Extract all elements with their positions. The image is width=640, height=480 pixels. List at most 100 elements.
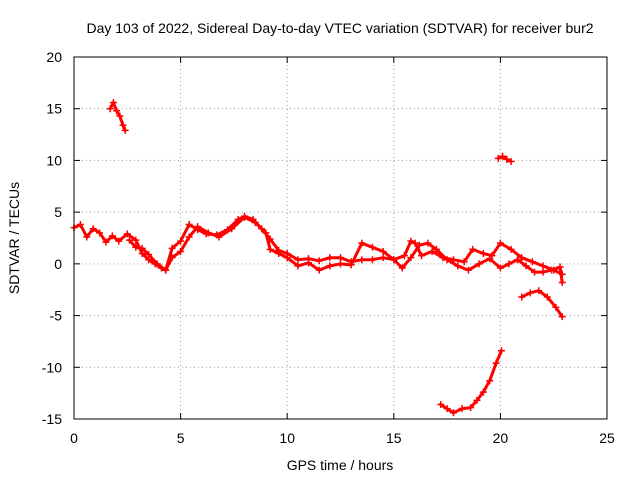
y-axis-label: SDTVAR / TECUs xyxy=(6,182,22,294)
data-point-marker xyxy=(400,252,408,260)
series-late-negative-segment xyxy=(518,287,566,321)
data-point-marker xyxy=(543,293,551,301)
data-point-marker xyxy=(168,254,176,262)
data-point-marker xyxy=(518,254,526,262)
data-point-marker xyxy=(522,262,530,270)
data-point-marker xyxy=(556,263,564,271)
data-point-marker xyxy=(486,255,494,263)
data-point-marker xyxy=(368,256,376,264)
data-point-marker xyxy=(168,244,176,252)
data-point-marker xyxy=(132,243,140,251)
data-point-marker xyxy=(113,107,121,115)
data-point-marker xyxy=(185,233,193,241)
x-tick-label: 20 xyxy=(493,430,509,446)
data-point-marker xyxy=(469,245,477,253)
data-point-marker xyxy=(464,266,472,274)
data-point-marker xyxy=(153,260,161,268)
data-point-marker xyxy=(177,237,185,245)
data-point-marker xyxy=(194,223,202,231)
data-point-marker xyxy=(513,256,521,264)
data-point-marker xyxy=(215,233,223,241)
data-point-marker xyxy=(262,229,270,237)
data-point-marker xyxy=(96,229,104,237)
data-point-marker xyxy=(108,232,116,240)
y-tick-label: -10 xyxy=(42,359,62,375)
data-point-marker xyxy=(241,213,249,221)
data-point-marker xyxy=(358,256,366,264)
x-axis-label: GPS time / hours xyxy=(287,457,394,473)
data-point-marker xyxy=(326,254,334,262)
grid xyxy=(74,57,607,419)
data-point-marker xyxy=(507,245,515,253)
data-point-marker xyxy=(497,347,505,355)
data-point-marker xyxy=(102,238,110,246)
data-point-marker xyxy=(89,225,97,233)
series-line xyxy=(520,289,564,319)
data-point-marker xyxy=(496,264,504,272)
data-point-marker xyxy=(475,260,483,268)
y-tick-label: 15 xyxy=(46,101,62,117)
data-point-marker xyxy=(315,266,323,274)
data-point-marker xyxy=(526,289,534,297)
data-point-marker xyxy=(418,252,426,260)
data-point-marker xyxy=(494,154,502,162)
series-line xyxy=(439,349,503,415)
data-point-marker xyxy=(76,221,84,229)
axis-ticks: 0 5 10 15 20 25 -15 -10 -5 0 5 10 15 20 xyxy=(42,49,615,446)
series-late-high-segment xyxy=(494,152,515,165)
data-point-marker xyxy=(479,250,487,258)
data-point-marker xyxy=(473,396,481,404)
data-point-marker xyxy=(119,121,127,129)
series-main-track-b xyxy=(125,213,566,286)
data-point-marker xyxy=(449,409,457,417)
data-point-marker xyxy=(337,260,344,268)
data-point-marker xyxy=(294,262,302,270)
data-point-marker xyxy=(326,262,334,270)
data-point-marker xyxy=(266,245,274,253)
data-point-marker xyxy=(428,247,436,255)
y-tick-label: 5 xyxy=(54,204,62,220)
data-point-marker xyxy=(358,239,366,247)
data-point-marker xyxy=(368,243,376,251)
series-line xyxy=(496,154,513,163)
data-point-marker xyxy=(503,155,511,163)
y-tick-label: -5 xyxy=(50,308,63,324)
data-point-marker xyxy=(496,239,504,247)
data-point-marker xyxy=(548,266,556,274)
data-point-marker xyxy=(552,303,560,311)
data-point-marker xyxy=(407,237,415,245)
data-point-marker xyxy=(458,405,466,413)
data-point-marker xyxy=(531,268,539,276)
data-point-marker xyxy=(479,388,487,396)
data-point-marker xyxy=(443,405,451,413)
data-point-marker xyxy=(437,401,445,409)
plot-area xyxy=(70,99,566,417)
x-tick-label: 25 xyxy=(599,430,615,446)
data-point-marker xyxy=(379,247,387,255)
x-tick-label: 5 xyxy=(177,430,185,446)
data-point-marker xyxy=(347,261,355,269)
data-point-marker xyxy=(275,250,283,258)
y-tick-label: 0 xyxy=(54,256,62,272)
data-point-marker xyxy=(411,239,419,247)
data-point-marker xyxy=(398,264,406,272)
data-point-marker xyxy=(294,256,302,264)
data-point-marker xyxy=(379,254,387,262)
data-point-marker xyxy=(443,256,451,264)
data-point-marker xyxy=(454,262,462,270)
data-point-marker xyxy=(492,359,500,367)
data-point-marker xyxy=(123,230,131,238)
y-tick-label: -15 xyxy=(42,411,62,427)
data-point-marker xyxy=(132,236,140,244)
data-point-marker xyxy=(116,112,124,120)
y-tick-label: 20 xyxy=(46,49,62,65)
data-point-marker xyxy=(115,237,123,245)
data-point-marker xyxy=(251,218,259,226)
data-point-marker xyxy=(499,152,507,160)
data-point-marker xyxy=(109,99,117,107)
data-point-marker xyxy=(505,260,513,268)
series-line xyxy=(72,214,564,276)
data-point-marker xyxy=(121,126,129,134)
x-tick-label: 0 xyxy=(70,430,78,446)
